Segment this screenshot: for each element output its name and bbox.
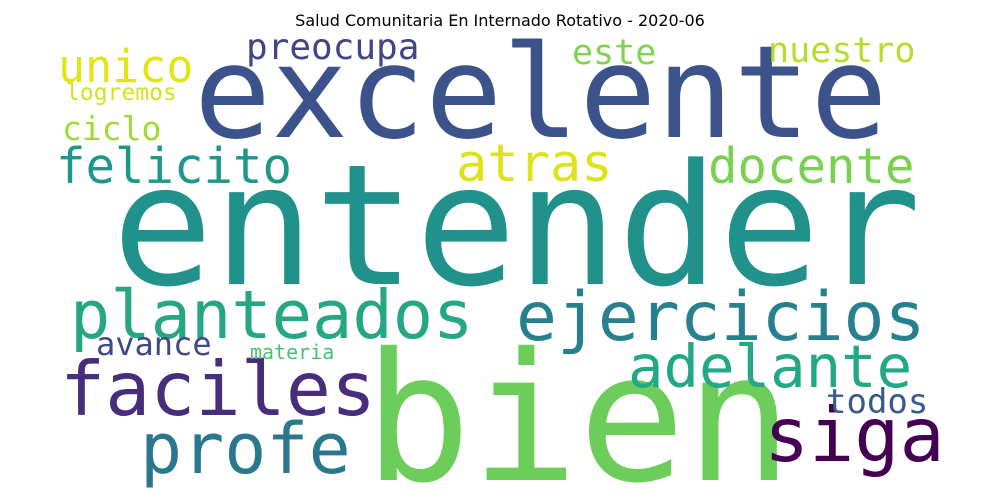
word-este: este [572, 33, 657, 73]
word-faciles: faciles [60, 345, 377, 433]
word-preocupa: preocupa [246, 27, 420, 68]
word-ciclo: ciclo [62, 109, 162, 148]
word-siga: siga [764, 391, 945, 479]
word-docente: docente [708, 138, 915, 195]
word-excelente: excelente [194, 19, 888, 168]
word-avance: avance [96, 325, 212, 363]
word-todos: todos [826, 382, 929, 422]
word-entender: entender [112, 128, 922, 324]
word-adelante: adelante [628, 332, 913, 401]
word-felicito: felicito [56, 138, 293, 195]
word-ejercicios: ejercicios [516, 278, 926, 357]
word-materia: materia [250, 340, 335, 364]
chart-title: Salud Comunitaria En Internado Rotativo … [295, 11, 705, 30]
word-unico: unico [58, 40, 194, 93]
word-logremos: logremos [66, 80, 177, 106]
word-planteados: planteados [70, 276, 474, 354]
word-nuestro: nuestro [768, 31, 916, 71]
word-bien: bien [364, 315, 793, 500]
word-atras: atras [456, 134, 613, 194]
word-profe: profe [140, 408, 351, 490]
